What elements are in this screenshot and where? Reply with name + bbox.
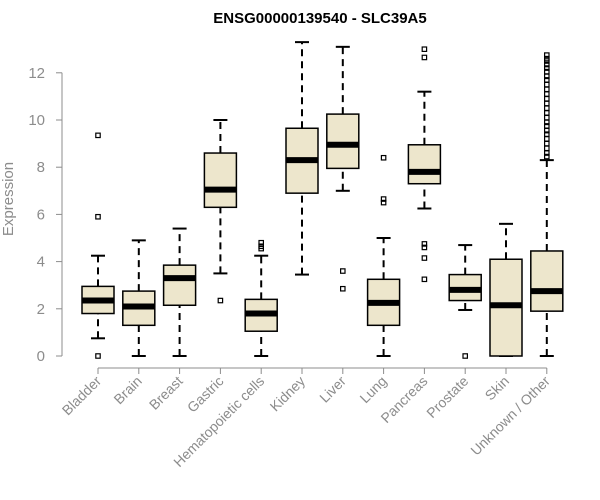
y-tick-label: 4 (37, 254, 45, 271)
box-liver (326, 45, 360, 292)
box-unknown-other (530, 52, 564, 357)
y-tick-label: 12 (28, 65, 45, 82)
x-tick-label: Lung (356, 373, 389, 406)
outlier-point (543, 145, 550, 152)
outlier-point (543, 100, 550, 107)
outlier-point (421, 276, 428, 283)
outlier-point (217, 297, 224, 304)
box-iqr (162, 264, 197, 307)
box-skin (489, 222, 523, 357)
box-iqr (530, 250, 564, 312)
outlier-point (421, 255, 428, 261)
outlier-point (340, 285, 346, 292)
outlier-point (258, 243, 265, 250)
outlier-point (258, 239, 265, 246)
outlier-point (380, 196, 387, 202)
box-lung (366, 154, 401, 357)
outlier-point (543, 95, 550, 102)
outlier-point (543, 65, 550, 71)
box-prostate (448, 244, 482, 359)
box-pancreas (407, 46, 442, 283)
outlier-point (543, 81, 550, 88)
outlier-point (421, 241, 428, 247)
outlier-point (543, 131, 550, 137)
boxes-group (81, 41, 564, 359)
y-axis: 0 2 4 6 8 10 12 (28, 65, 63, 365)
box-breast (162, 227, 197, 357)
x-tick-label: Liver (316, 373, 349, 406)
outlier-point (340, 268, 346, 274)
box-iqr (203, 152, 238, 209)
box-hematopoietic-cells (244, 239, 278, 357)
outlier-point (95, 353, 101, 359)
x-tick-label: Kidney (267, 373, 309, 415)
y-tick-label: 6 (37, 206, 45, 223)
y-tick-label: 0 (37, 348, 45, 365)
chart-title: ENSG00000139540 - SLC39A5 (213, 10, 426, 27)
outlier-point (543, 110, 550, 116)
outlier-point (543, 123, 550, 129)
outlier-point (543, 140, 550, 147)
box-gastric (203, 119, 238, 304)
outlier-point (421, 46, 428, 53)
outlier-point (95, 132, 101, 139)
outlier-point (421, 54, 428, 61)
outlier-point (543, 114, 550, 121)
box-iqr (326, 113, 360, 170)
outlier-point (543, 91, 550, 97)
outlier-point (543, 77, 550, 83)
y-tick-label: 10 (28, 112, 45, 129)
x-tick-label: Prostate (423, 373, 471, 421)
x-tick-label: Brain (110, 373, 144, 407)
x-tick-label: Bladder (59, 373, 105, 419)
outlier-point (543, 105, 550, 112)
outlier-point (543, 136, 550, 142)
y-tick-label: 8 (37, 159, 45, 176)
box-iqr (407, 144, 442, 185)
outlier-point (543, 61, 550, 68)
outlier-point (95, 213, 101, 220)
y-axis-label: Expression (0, 162, 17, 236)
outlier-point (462, 353, 469, 359)
x-tick-label: Skin (482, 373, 513, 404)
outlier-point (380, 154, 387, 161)
outlier-point (543, 52, 550, 58)
outlier-point (421, 244, 428, 251)
outlier-point (543, 68, 550, 75)
box-bladder (81, 132, 115, 359)
box-brain (122, 239, 156, 357)
y-tick-label: 2 (37, 301, 45, 318)
outlier-point (543, 55, 550, 62)
outlier-point (543, 86, 550, 93)
outlier-point (543, 153, 550, 160)
x-tick-label: Breast (146, 373, 186, 413)
outlier-point (380, 199, 387, 206)
box-kidney (285, 41, 319, 276)
